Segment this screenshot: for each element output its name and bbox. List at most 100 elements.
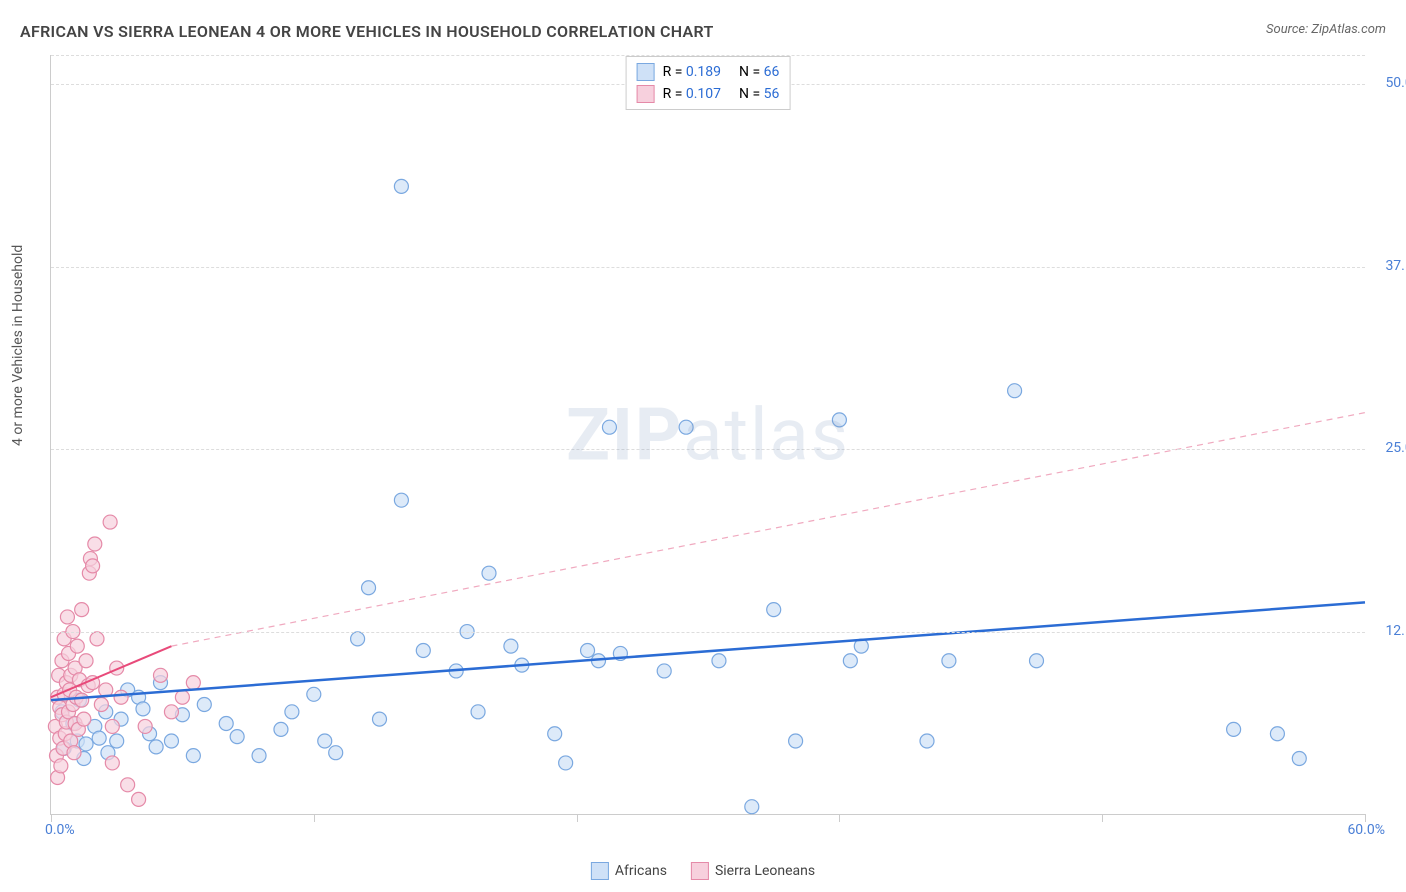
- y-tick-label: 12.5%: [1385, 623, 1406, 639]
- scatter-point: [679, 420, 693, 434]
- scatter-point: [149, 740, 163, 754]
- scatter-point: [94, 698, 108, 712]
- scatter-point: [581, 644, 595, 658]
- scatter-point: [362, 581, 376, 595]
- scatter-point: [1270, 727, 1284, 741]
- legend-row-africans: R = 0.189 N = 66: [637, 61, 780, 83]
- chart-title: AFRICAN VS SIERRA LEONEAN 4 OR MORE VEHI…: [20, 22, 714, 41]
- scatter-point: [712, 654, 726, 668]
- swatch-africans-icon: [591, 862, 609, 880]
- scatter-point: [154, 668, 168, 682]
- scatter-point: [103, 515, 117, 529]
- scatter-point: [60, 610, 74, 624]
- scatter-point: [186, 676, 200, 690]
- scatter-point: [832, 413, 846, 427]
- scatter-point: [164, 734, 178, 748]
- scatter-point: [1030, 654, 1044, 668]
- gridline: [51, 267, 1365, 268]
- r-prefix: R =: [663, 64, 686, 80]
- scatter-point: [329, 746, 343, 760]
- scatter-point: [745, 800, 759, 814]
- scatter-point: [164, 705, 178, 719]
- scatter-point: [416, 644, 430, 658]
- scatter-point: [351, 632, 365, 646]
- y-tick-label: 37.5%: [1385, 258, 1406, 274]
- r-value-sierra: 0.107: [686, 86, 721, 102]
- scatter-point: [219, 717, 233, 731]
- scatter-point: [121, 778, 135, 792]
- scatter-point: [79, 654, 93, 668]
- scatter-point: [307, 687, 321, 701]
- scatter-point: [657, 664, 671, 678]
- scatter-point: [373, 712, 387, 726]
- scatter-point: [471, 705, 485, 719]
- scatter-point: [318, 734, 332, 748]
- plot-area: R = 0.189 N = 66 R = 0.107 N = 56 ZIPatl…: [50, 55, 1365, 815]
- y-tick-label: 25.0%: [1385, 440, 1406, 456]
- r-value-africans: 0.189: [686, 64, 721, 80]
- scatter-point: [75, 693, 89, 707]
- scatter-point: [54, 759, 68, 773]
- scatter-point: [132, 792, 146, 806]
- legend-label-sierra: Sierra Leoneans: [715, 863, 815, 879]
- scatter-point: [186, 749, 200, 763]
- x-tick: [1102, 814, 1103, 822]
- scatter-point: [1292, 752, 1306, 766]
- scatter-point: [394, 493, 408, 507]
- legend-item-sierra: Sierra Leoneans: [691, 862, 815, 880]
- x-min-label: 0.0%: [45, 822, 75, 838]
- scatter-point: [110, 734, 124, 748]
- scatter-point: [88, 537, 102, 551]
- legend-item-africans: Africans: [591, 862, 667, 880]
- scatter-svg: [51, 55, 1365, 814]
- legend-row-sierra: R = 0.107 N = 56: [637, 83, 780, 105]
- source-attribution: Source: ZipAtlas.com: [1266, 22, 1386, 37]
- scatter-point: [252, 749, 266, 763]
- scatter-point: [482, 566, 496, 580]
- scatter-point: [114, 690, 128, 704]
- swatch-africans: [637, 63, 655, 81]
- scatter-point: [197, 698, 211, 712]
- scatter-point: [1008, 384, 1022, 398]
- scatter-point: [92, 731, 106, 745]
- x-tick: [577, 814, 578, 822]
- scatter-point: [843, 654, 857, 668]
- scatter-point: [394, 179, 408, 193]
- scatter-point: [559, 756, 573, 770]
- gridline: [51, 632, 1365, 633]
- scatter-point: [75, 603, 89, 617]
- chart-container: AFRICAN VS SIERRA LEONEAN 4 OR MORE VEHI…: [0, 0, 1406, 892]
- scatter-point: [86, 559, 100, 573]
- n-prefix: N =: [739, 86, 764, 102]
- scatter-point: [138, 719, 152, 733]
- correlation-legend: R = 0.189 N = 66 R = 0.107 N = 56: [626, 56, 791, 110]
- scatter-point: [175, 690, 189, 704]
- scatter-point: [70, 639, 84, 653]
- x-tick: [51, 814, 52, 822]
- scatter-point: [90, 632, 104, 646]
- scatter-point: [67, 746, 81, 760]
- series-legend: Africans Sierra Leoneans: [591, 862, 815, 880]
- scatter-point: [767, 603, 781, 617]
- swatch-sierra: [637, 85, 655, 103]
- scatter-point: [1227, 722, 1241, 736]
- x-max-label: 60.0%: [1347, 822, 1385, 838]
- x-tick: [1365, 814, 1366, 822]
- swatch-sierra-icon: [691, 862, 709, 880]
- legend-label-africans: Africans: [615, 863, 667, 879]
- scatter-point: [77, 712, 91, 726]
- gridline: [51, 449, 1365, 450]
- n-value-africans: 66: [764, 64, 780, 80]
- scatter-point: [230, 730, 244, 744]
- scatter-point: [789, 734, 803, 748]
- y-axis-label: 4 or more Vehicles in Household: [10, 245, 26, 446]
- scatter-point: [285, 705, 299, 719]
- scatter-point: [942, 654, 956, 668]
- scatter-point: [920, 734, 934, 748]
- scatter-point: [79, 737, 93, 751]
- x-tick: [314, 814, 315, 822]
- scatter-point: [504, 639, 518, 653]
- y-tick-label: 50.0%: [1385, 75, 1406, 91]
- x-tick: [839, 814, 840, 822]
- scatter-point: [602, 420, 616, 434]
